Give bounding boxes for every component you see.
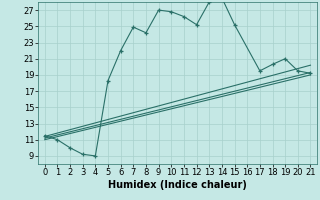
X-axis label: Humidex (Indice chaleur): Humidex (Indice chaleur) — [108, 180, 247, 190]
